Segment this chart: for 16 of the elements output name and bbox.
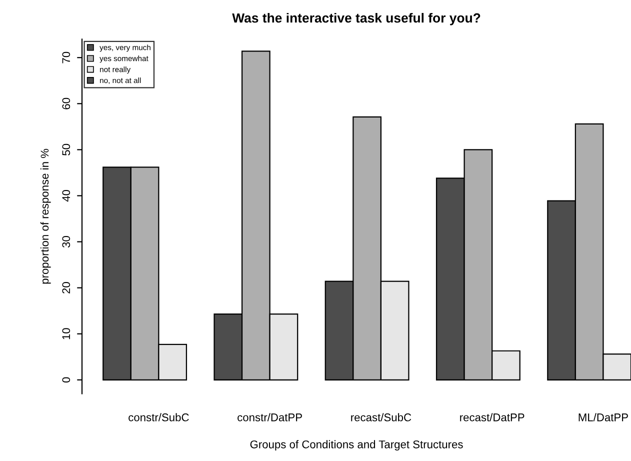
y-tick-label: 0 [62,377,70,383]
x-tick-label: recast/DatPP [460,413,524,422]
x-tick-label: constr/SubC [128,413,189,422]
x-tick-label: constr/DatPP [238,413,302,422]
y-tick-label: 50 [62,144,70,156]
y-tick-label: 20 [62,282,70,294]
x-tick-label: ML/DatPP [578,413,628,422]
y-tick-label: 30 [62,236,70,248]
y-tick-label: 10 [62,328,70,340]
y-tick-label: 70 [62,52,70,64]
chart-title: Was the interactive task useful for you? [232,12,480,26]
y-axis-title: proportion of response in % [40,148,51,284]
x-axis-title: Groups of Conditions and Target Structures [250,440,463,451]
y-tick-label: 60 [62,98,70,110]
x-tick-label: recast/SubC [351,413,412,422]
y-tick-label: 40 [62,190,70,202]
